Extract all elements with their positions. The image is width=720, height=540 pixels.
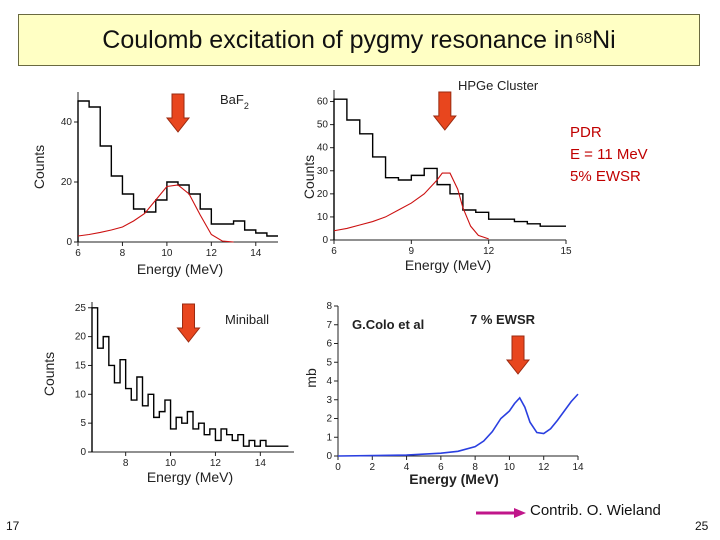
y-tick-label: 10	[75, 389, 87, 400]
x-axis-label: Energy (MeV)	[409, 471, 498, 487]
y-tick-label: 50	[317, 120, 329, 131]
x-tick-label: 14	[572, 462, 584, 473]
x-tick-label: 15	[560, 246, 572, 257]
pdr-note: PDR E = 11 MeV 5% EWSR	[570, 122, 648, 188]
slide-title: Coulomb excitation of pygmy resonance in…	[18, 14, 700, 66]
y-tick-label: 40	[317, 143, 329, 154]
y-tick-label: 0	[80, 447, 86, 458]
y-tick-label: 40	[61, 117, 73, 128]
pdr-note-line1: PDR	[570, 124, 602, 141]
y-tick-label: 0	[66, 237, 72, 248]
slide-number-left: 17	[6, 519, 20, 533]
x-axis-label: Energy (MeV)	[405, 257, 491, 273]
slide-title-text: Coulomb excitation of pygmy resonance in	[102, 25, 574, 54]
slide-number-right: 25	[695, 519, 709, 533]
y-tick-label: 6	[326, 339, 332, 350]
nucleus-symbol: Ni	[592, 25, 616, 54]
y-tick-label: 0	[322, 235, 328, 246]
x-tick-label: 4	[404, 462, 410, 473]
y-tick-label: 1	[326, 432, 332, 443]
resonance-arrow-icon	[165, 93, 191, 133]
x-tick-label: 8	[120, 248, 126, 259]
y-tick-label: 30	[317, 166, 329, 177]
miniball-spectrum-chart: 8 10 12 14 0 5 10 15 20 25 Energy (MeV) Counts Minib…	[41, 302, 294, 485]
simulated-response-curve	[333, 172, 489, 240]
contrib-credit: Contrib. O. Wieland	[530, 502, 661, 519]
pdr-note-line3: 5% EWSR	[570, 168, 641, 185]
baf2-spectrum-chart: 6 8 10 12 14 0 20 40 Energy (MeV) Counts BaF2	[31, 92, 278, 277]
y-tick-label: 5	[326, 357, 332, 368]
simulated-response-curve	[77, 184, 234, 243]
x-tick-label: 12	[210, 458, 222, 469]
x-tick-label: 6	[75, 248, 81, 259]
y-axis-label: Counts	[31, 145, 47, 189]
pdr-note-line2: E = 11 MeV	[570, 146, 648, 163]
counts-histogram	[77, 100, 278, 242]
x-tick-label: 10	[161, 248, 173, 259]
x-tick-label: 6	[331, 246, 337, 257]
resonance-arrow-icon	[505, 335, 531, 375]
y-tick-label: 2	[326, 414, 332, 425]
y-tick-label: 25	[75, 303, 87, 314]
panel-label-subscript: 2	[244, 101, 249, 111]
y-axis-label: Counts	[301, 155, 317, 199]
x-tick-label: 10	[165, 458, 177, 469]
y-axis-label: mb	[303, 368, 319, 388]
hpge-cluster-spectrum-chart: 6 9 12 15 0 10 20 30 40 50 60 Energy (MeV) Counts HPG…	[301, 78, 572, 273]
y-tick-label: 15	[75, 360, 87, 371]
theory-strength-curve	[337, 393, 579, 457]
y-tick-label: 7	[326, 320, 332, 331]
x-tick-label: 12	[206, 248, 218, 259]
y-tick-label: 0	[326, 451, 332, 462]
x-tick-label: 6	[438, 462, 444, 473]
y-tick-label: 20	[61, 177, 73, 188]
x-axis-label: Energy (MeV)	[137, 261, 223, 277]
mass-number: 68	[575, 29, 593, 47]
resonance-arrow-icon	[432, 91, 457, 131]
x-axis-label: Energy (MeV)	[147, 469, 233, 485]
counts-histogram	[91, 307, 289, 452]
y-tick-label: 20	[317, 189, 329, 200]
panel-label: HPGe Cluster	[458, 78, 539, 93]
y-tick-label: 20	[75, 332, 87, 343]
y-tick-label: 3	[326, 395, 332, 406]
x-tick-label: 0	[335, 462, 341, 473]
x-tick-label: 12	[483, 246, 495, 257]
x-tick-label: 14	[255, 458, 267, 469]
y-tick-label: 8	[326, 301, 332, 312]
x-tick-label: 12	[538, 462, 550, 473]
x-tick-label: 2	[370, 462, 376, 473]
contrib-arrow-icon	[476, 508, 526, 518]
y-tick-label: 4	[326, 376, 332, 387]
x-tick-label: 9	[409, 246, 415, 257]
x-tick-label: 8	[472, 462, 478, 473]
y-axis-label: Counts	[41, 352, 57, 396]
y-tick-label: 60	[317, 97, 329, 108]
y-tick-label: 5	[80, 418, 86, 429]
x-tick-label: 8	[123, 458, 129, 469]
x-tick-label: 14	[250, 248, 262, 259]
ewsr-annotation: 7 % EWSR	[470, 312, 536, 327]
counts-histogram	[333, 98, 566, 240]
resonance-arrow-icon	[176, 303, 201, 343]
x-tick-label: 10	[504, 462, 516, 473]
panel-label: Miniball	[225, 312, 269, 327]
y-tick-label: 10	[317, 212, 329, 223]
panel-label: BaF2	[220, 92, 249, 111]
panel-label: G.Colo et al	[352, 317, 424, 332]
